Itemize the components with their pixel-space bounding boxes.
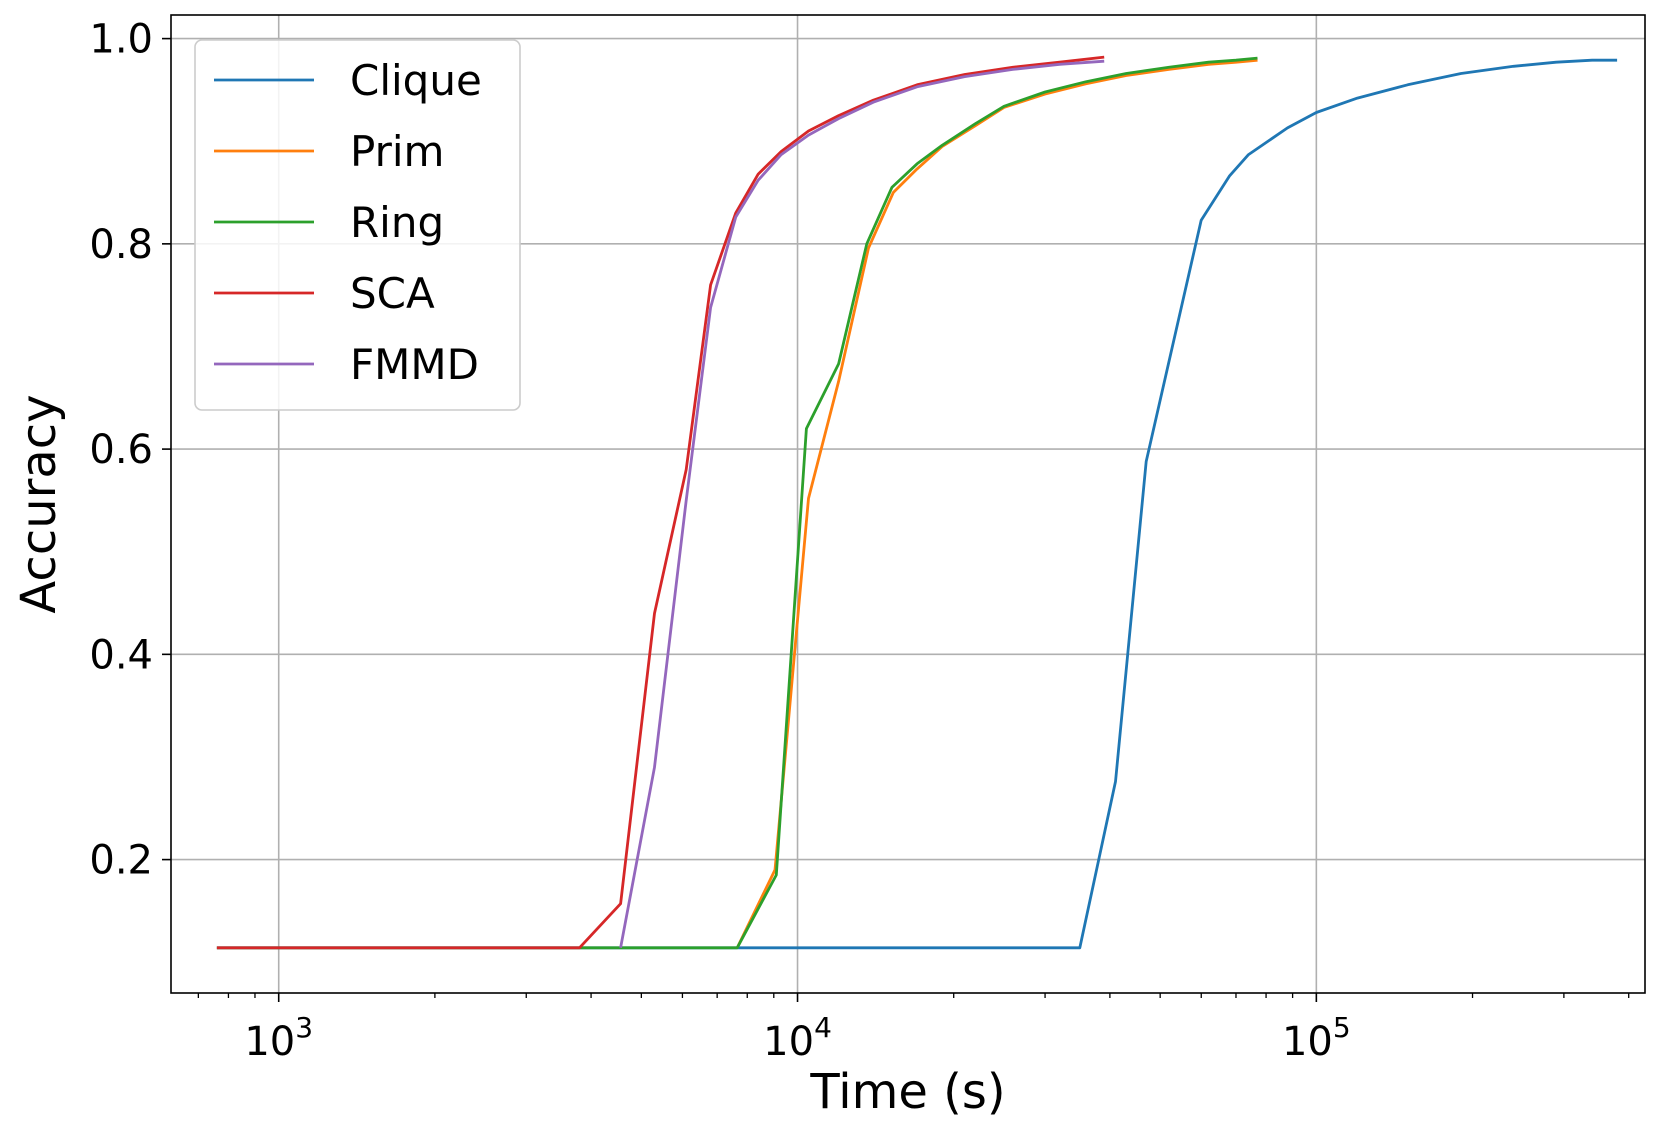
y-tick-label: 1.0	[89, 17, 153, 63]
series-line-clique	[216, 58, 1618, 950]
y-tick-label: 0.6	[89, 427, 153, 473]
x-tick-label: 105	[1282, 1011, 1351, 1065]
x-tick-label: 104	[763, 1011, 832, 1065]
x-tick-exponent: 4	[814, 1011, 832, 1044]
y-tick-label: 0.2	[89, 838, 153, 884]
y-tick-label: 0.4	[89, 632, 153, 678]
legend-box	[194, 39, 521, 411]
legend-label-prim: Prim	[350, 127, 444, 176]
y-axis-title: Accuracy	[11, 394, 67, 613]
x-axis-title: Time (s)	[809, 1064, 1005, 1120]
series-line-fmmd	[619, 59, 1105, 949]
legend-label-ring: Ring	[350, 198, 444, 247]
y-tick-label: 0.8	[89, 222, 153, 268]
x-tick-exponent: 3	[295, 1011, 313, 1044]
legend: Clique Prim Ring SCA FMMD	[194, 39, 521, 411]
series-line-prim	[735, 58, 1258, 949]
x-tick-label: 103	[244, 1011, 313, 1065]
series-line-sca	[216, 55, 1105, 950]
series-lines	[216, 55, 1618, 950]
plot-area-frame	[170, 14, 1646, 994]
x-tick-exponent: 5	[1333, 1011, 1351, 1044]
legend-label-clique: Clique	[350, 56, 482, 105]
x-tick-base: 10	[763, 1019, 814, 1065]
legend-label-sca: SCA	[350, 269, 435, 318]
x-tick-base: 10	[1282, 1019, 1333, 1065]
grid-lines	[171, 15, 1645, 993]
series-line-ring	[216, 56, 1258, 950]
x-tick-base: 10	[244, 1019, 295, 1065]
legend-label-fmmd: FMMD	[350, 340, 479, 389]
